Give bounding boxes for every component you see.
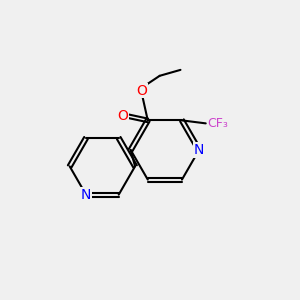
Text: O: O [136, 84, 147, 98]
Text: N: N [81, 188, 91, 202]
Text: N: N [194, 143, 204, 157]
Text: CF₃: CF₃ [207, 117, 228, 130]
Text: O: O [117, 109, 128, 123]
